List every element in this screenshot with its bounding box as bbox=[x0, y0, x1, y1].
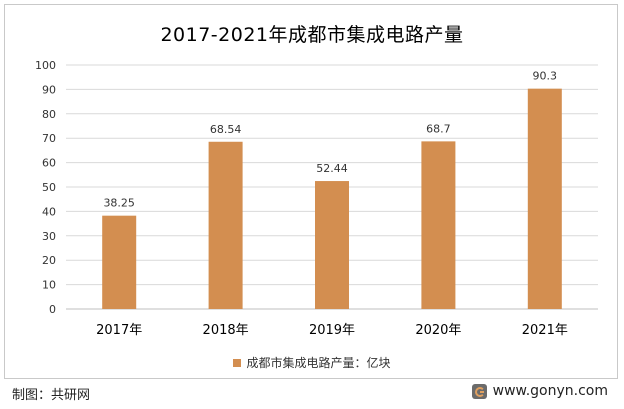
data-label: 68.7 bbox=[426, 122, 451, 135]
data-label: 90.3 bbox=[533, 70, 558, 83]
bar bbox=[315, 181, 349, 309]
y-tick-label: 90 bbox=[42, 83, 56, 96]
legend-label: 成都市集成电路产量：亿块 bbox=[246, 356, 391, 370]
gridlines bbox=[66, 64, 598, 310]
chart-title: 2017-2021年成都市集成电路产量 bbox=[160, 24, 464, 46]
website-url: www.gonyn.com bbox=[492, 383, 608, 399]
y-tick-label: 100 bbox=[35, 59, 56, 72]
y-tick-label: 70 bbox=[42, 132, 56, 145]
bar bbox=[102, 215, 137, 309]
y-tick-label: 10 bbox=[42, 279, 56, 292]
gonyn-logo-icon bbox=[471, 383, 487, 399]
x-axis-ticks: 2017年 2018年 2019年 2020年 2021年 bbox=[96, 323, 568, 338]
bar bbox=[208, 141, 243, 309]
footer-website: www.gonyn.com bbox=[471, 383, 608, 399]
chart-frame bbox=[4, 4, 618, 379]
legend: 成都市集成电路产量：亿块 bbox=[0, 354, 624, 371]
data-label: 68.54 bbox=[210, 123, 242, 136]
y-tick-label: 30 bbox=[42, 230, 56, 243]
y-tick-label: 50 bbox=[42, 181, 56, 194]
x-tick-label: 2017年 bbox=[96, 323, 142, 338]
bar bbox=[421, 141, 456, 309]
bars bbox=[102, 88, 562, 309]
data-labels: 38.25 68.54 52.44 68.7 90.3 bbox=[103, 70, 557, 210]
x-tick-label: 2019年 bbox=[309, 323, 355, 338]
legend-swatch bbox=[233, 359, 242, 367]
data-label: 52.44 bbox=[316, 162, 348, 175]
footer-source: 制图：共研网 bbox=[12, 388, 91, 403]
x-tick-label: 2020年 bbox=[415, 323, 461, 338]
y-tick-label: 40 bbox=[42, 205, 56, 218]
x-tick-label: 2021年 bbox=[522, 323, 568, 338]
data-label: 38.25 bbox=[103, 197, 135, 210]
y-tick-label: 60 bbox=[42, 157, 56, 170]
y-tick-label: 80 bbox=[42, 108, 56, 121]
y-tick-label: 20 bbox=[42, 254, 56, 267]
bar bbox=[527, 88, 562, 309]
y-tick-label: 0 bbox=[49, 303, 56, 316]
x-tick-label: 2018年 bbox=[203, 323, 249, 338]
y-axis-ticks: 0 10 20 30 40 50 60 70 80 90 100 bbox=[35, 59, 56, 316]
